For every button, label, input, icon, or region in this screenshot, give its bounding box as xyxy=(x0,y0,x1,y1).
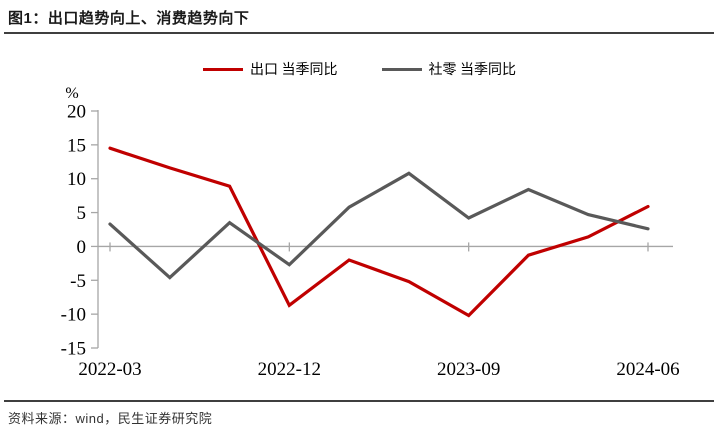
figure-title-bar: 图1：出口趋势向上、消费趋势向下 xyxy=(4,0,714,34)
y-tick-label: -15 xyxy=(61,339,86,360)
source-note: 资料来源：wind，民生证券研究院 xyxy=(8,411,213,426)
figure-title: 图1：出口趋势向上、消费趋势向下 xyxy=(8,10,250,27)
legend-item-export: 出口 当季同比 xyxy=(203,59,338,79)
y-tick-label: -10 xyxy=(61,305,86,326)
x-tick-label: 2022-03 xyxy=(78,359,141,380)
footer-rule xyxy=(4,400,714,402)
x-tick-label: 2024-06 xyxy=(616,359,679,380)
y-tick-label: 15 xyxy=(67,135,86,156)
y-tick-label: 10 xyxy=(67,169,86,190)
export-line-swatch xyxy=(203,67,243,71)
retail-line-swatch xyxy=(381,67,422,71)
y-tick-label: 0 xyxy=(77,237,87,258)
legend-label-export: 出口 当季同比 xyxy=(250,63,338,78)
series-line-export xyxy=(108,146,650,318)
x-tick-label: 2022-12 xyxy=(258,359,321,380)
legend-item-retail: 社零 当季同比 xyxy=(381,59,517,79)
y-tick-label: 20 xyxy=(67,102,86,123)
series-line-retail xyxy=(108,171,650,280)
y-tick-label: -5 xyxy=(70,271,86,292)
chart-legend: 出口 当季同比 社零 当季同比 xyxy=(0,58,719,80)
legend-label-retail: 社零 当季同比 xyxy=(428,63,517,78)
y-axis-unit-label: % xyxy=(65,85,78,102)
x-tick-label: 2023-09 xyxy=(437,359,500,380)
y-tick-label: 5 xyxy=(77,203,87,224)
